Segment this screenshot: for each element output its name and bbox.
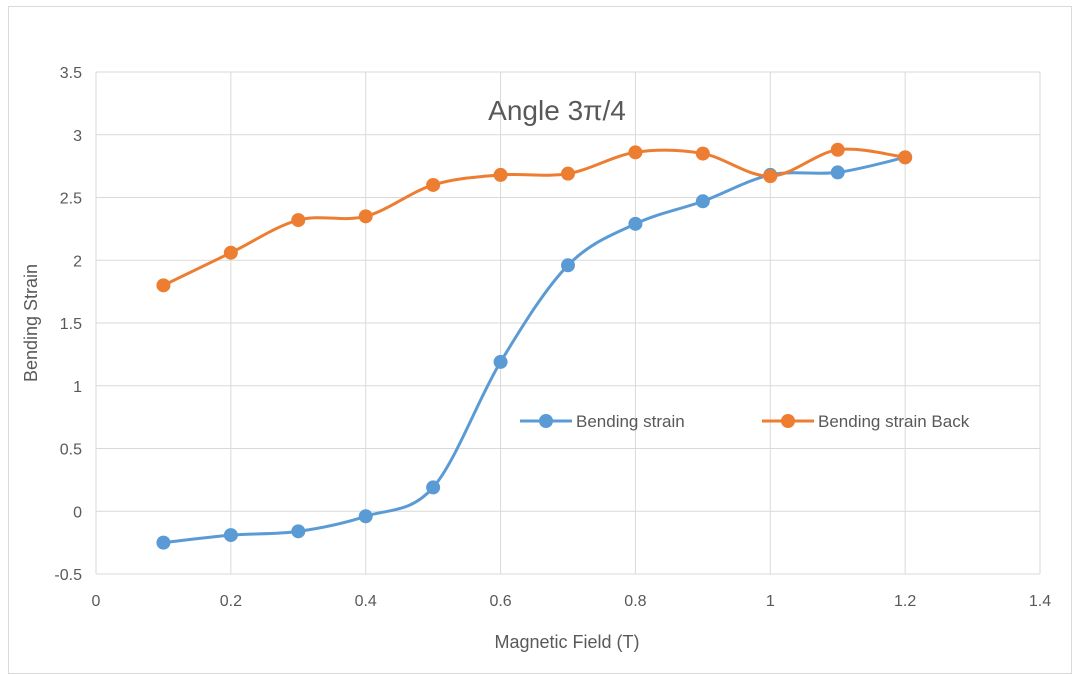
y-tick-label: 0 [73,504,82,521]
data-point [695,194,710,209]
x-tick-label: 0.4 [355,593,377,610]
chart-frame [8,6,1072,674]
data-point [426,480,441,495]
y-tick-label: 2 [73,253,82,270]
x-tick-label: 1 [766,593,775,610]
y-tick-label: 0.5 [60,442,82,459]
data-point [358,509,373,524]
data-point [156,278,171,293]
data-point [291,213,306,228]
x-tick-label: 1.4 [1029,593,1051,610]
y-tick-label: 1.5 [60,316,82,333]
y-tick-label: -0.5 [54,567,82,584]
y-tick-label: 3.5 [60,65,82,82]
x-tick-label: 0.2 [220,593,242,610]
data-point [830,165,845,180]
legend-label: Bending strain Back [818,412,970,431]
legend-marker [539,414,553,428]
series-line [163,155,906,545]
y-tick-label: 2.5 [60,191,82,208]
data-point [156,535,171,550]
legend: Bending strain Bending strain Back [520,412,970,431]
x-tick-label: 0 [92,593,101,610]
legend-item: Bending strain [520,412,685,431]
series-1 [156,150,913,550]
grid [95,71,1041,575]
data-point [830,142,845,157]
x-axis-title: Magnetic Field (T) [494,632,639,652]
data-point [426,177,441,192]
chart-title: Angle 3π/4 [488,95,626,126]
data-point [628,145,643,160]
y-axis-title: Bending Strain [21,264,41,382]
data-point [493,167,508,182]
series-2 [156,142,913,293]
x-tick-label: 0.8 [624,593,646,610]
legend-item: Bending strain Back [762,412,970,431]
data-point [223,528,238,543]
data-point [291,524,306,539]
y-tick-label: 3 [73,128,82,145]
y-tick-label: 1 [73,379,82,396]
x-tick-label: 0.6 [489,593,511,610]
series-line [162,147,906,287]
legend-label: Bending strain [576,412,685,431]
data-point [561,166,575,181]
data-point [223,245,238,260]
data-point [561,258,575,273]
series-layer [156,142,913,550]
data-point [695,146,710,161]
tick-labels: -0.5 0 0.5 1 1.5 2 2.5 3 3.5 0 0.2 0.4 0.6 0.8 1 1.2 1.4 [54,65,1051,610]
legend-marker [781,414,795,428]
data-point [358,209,373,224]
x-tick-label: 1.2 [894,593,916,610]
data-point [898,150,913,165]
data-point [628,216,643,231]
data-point [763,169,778,184]
data-point [493,354,508,369]
